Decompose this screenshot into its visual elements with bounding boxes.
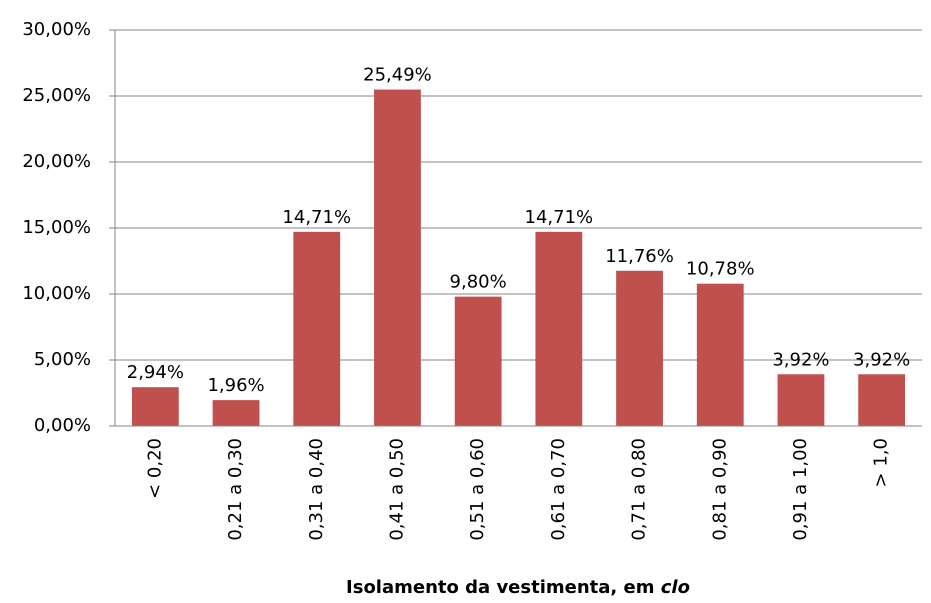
bar — [535, 231, 583, 426]
x-axis-title-text: Isolamento da vestimenta, em — [346, 577, 654, 598]
y-tick-label: 25,00% — [22, 85, 91, 106]
x-tick-label: 0,81 a 0,90 — [709, 438, 730, 541]
x-tick-label: < 0,20 — [144, 438, 165, 499]
value-label: 14,71% — [525, 207, 594, 228]
value-label: 3,92% — [772, 349, 829, 370]
x-tick-label: 0,91 a 1,00 — [790, 438, 811, 541]
x-tick-label: 0,41 a 0,50 — [386, 438, 407, 541]
bar — [374, 89, 421, 427]
bar — [293, 231, 341, 426]
y-tick-label: 20,00% — [22, 151, 91, 172]
x-axis-title-italic: clo — [661, 577, 690, 598]
bar — [858, 374, 906, 426]
value-label: 2,94% — [127, 362, 184, 383]
y-tick-label: 5,00% — [34, 349, 91, 370]
x-axis-title: Isolamento da vestimenta, em clo — [346, 577, 690, 598]
y-tick-label: 30,00% — [22, 19, 91, 40]
bar — [616, 270, 663, 426]
bar — [131, 387, 179, 426]
x-tick-label: 0,21 a 0,30 — [225, 438, 246, 541]
value-label: 3,92% — [853, 349, 910, 370]
bar — [696, 283, 744, 426]
y-tick-label: 0,00% — [34, 415, 91, 436]
x-tick-label: 0,31 a 0,40 — [306, 438, 327, 541]
value-label: 25,49% — [363, 65, 432, 86]
value-label: 10,78% — [686, 259, 755, 280]
y-tick-label: 10,00% — [22, 283, 91, 304]
x-tick-label: > 1,0 — [871, 438, 892, 487]
value-label: 1,96% — [207, 375, 264, 396]
bar — [212, 400, 260, 426]
x-tick-label: 0,71 a 0,80 — [629, 438, 650, 541]
x-tick-label: 0,51 a 0,60 — [467, 438, 488, 541]
x-tick-label: 0,61 a 0,70 — [548, 438, 569, 541]
value-label: 11,76% — [605, 246, 674, 267]
bar — [777, 374, 825, 426]
value-label: 14,71% — [282, 207, 351, 228]
y-tick-label: 15,00% — [22, 217, 91, 238]
value-label: 9,80% — [450, 272, 507, 293]
bar — [454, 296, 502, 426]
